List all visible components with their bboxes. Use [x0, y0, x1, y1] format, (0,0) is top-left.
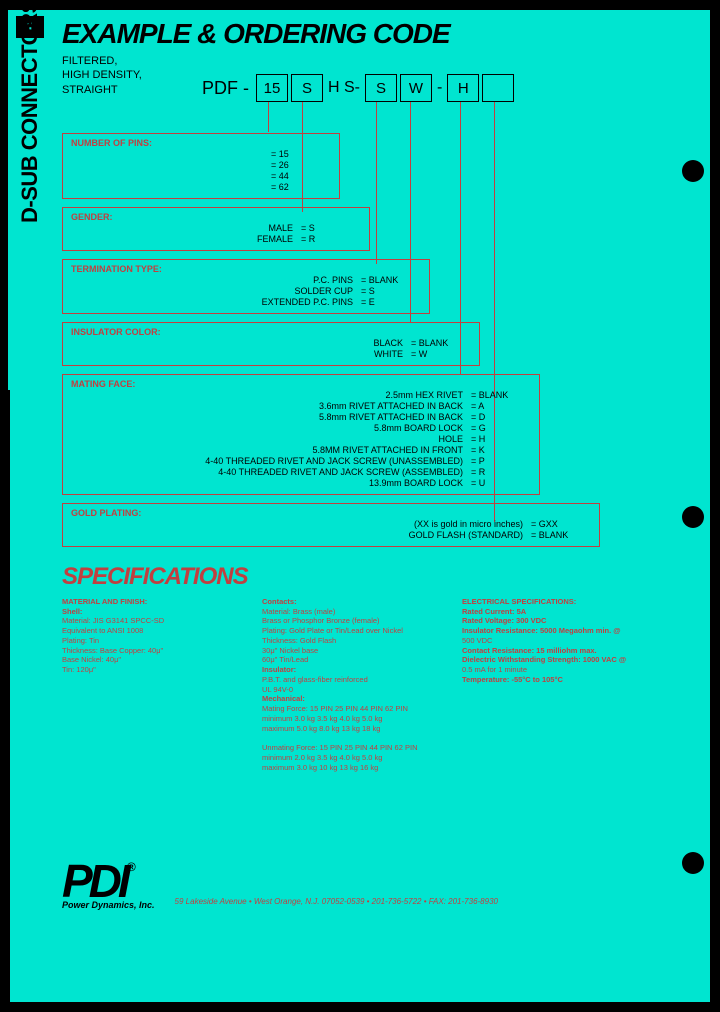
code-box-mating: H — [447, 74, 479, 102]
option-row: 5.8MM RIVET ATTACHED IN FRONT= K — [71, 445, 531, 455]
code-prefix: PDF - — [202, 78, 249, 99]
option-box-gold: GOLD PLATING:(XX is gold in micro inches… — [62, 503, 600, 547]
option-label: GENDER: — [71, 212, 361, 222]
binder-hole — [682, 160, 704, 182]
option-box-pins: NUMBER OF PINS:= 15= 26= 44= 62 — [62, 133, 340, 199]
option-row: FEMALE= R — [71, 234, 361, 244]
option-row: EXTENDED P.C. PINS= E — [71, 297, 421, 307]
option-box-mating: MATING FACE:2.5mm HEX RIVET= BLANK3.6mm … — [62, 374, 540, 495]
option-row: MALE= S — [71, 223, 361, 233]
option-row: 2.5mm HEX RIVET= BLANK — [71, 390, 531, 400]
footer: PDI® Power Dynamics, Inc. 59 Lakeside Av… — [62, 863, 652, 910]
option-row: = 62 — [71, 182, 331, 192]
ordering-code-row: PDF - 15 S H S- S W - H — [202, 74, 514, 102]
option-row: 13.9mm BOARD LOCK= U — [71, 478, 531, 488]
spec-col-material: MATERIAL AND FINISH: Shell: Material: JI… — [62, 597, 252, 773]
option-label: MATING FACE: — [71, 379, 531, 389]
side-tab: 1 D-SUB CONNECTORS — [8, 10, 54, 390]
option-row: = 26 — [71, 160, 331, 170]
option-row: = 15 — [71, 149, 331, 159]
code-dash: - — [437, 79, 442, 97]
option-row: = 44 — [71, 171, 331, 181]
spec-col-electrical: ELECTRICAL SPECIFICATIONS: Rated Current… — [462, 597, 652, 773]
option-label: TERMINATION TYPE: — [71, 264, 421, 274]
option-row: SOLDER CUP= S — [71, 286, 421, 296]
option-label: GOLD PLATING: — [71, 508, 591, 518]
option-label: INSULATOR COLOR: — [71, 327, 471, 337]
code-box-term: S — [365, 74, 397, 102]
option-row: BLACK= BLANK — [71, 338, 471, 348]
main-title: EXAMPLE & ORDERING CODE — [62, 18, 652, 50]
spec-title: SPECIFICATIONS — [62, 563, 652, 591]
code-box-insul: W — [400, 74, 432, 102]
option-row: 5.8mm RIVET ATTACHED IN BACK= D — [71, 412, 531, 422]
options-area: NUMBER OF PINS:= 15= 26= 44= 62GENDER:MA… — [62, 133, 652, 547]
option-row: WHITE= W — [71, 349, 471, 359]
option-label: NUMBER OF PINS: — [71, 138, 331, 148]
subtitle-line: FILTERED, — [62, 54, 652, 68]
option-row: 4-40 THREADED RIVET AND JACK SCREW (ASSE… — [71, 467, 531, 477]
binder-hole — [682, 852, 704, 874]
code-hs: H S- — [328, 79, 360, 97]
code-box-gender: S — [291, 74, 323, 102]
option-row: 4-40 THREADED RIVET AND JACK SCREW (UNAS… — [71, 456, 531, 466]
tab-label: D-SUB CONNECTORS — [17, 0, 43, 223]
address: 59 Lakeside Avenue • West Orange, N.J. 0… — [175, 897, 652, 910]
option-box-gender: GENDER:MALE= SFEMALE= R — [62, 207, 370, 251]
spec-col-contacts: Contacts: Material: Brass (male) Brass o… — [262, 597, 452, 773]
code-box-gold — [482, 74, 514, 102]
option-row: 3.6mm RIVET ATTACHED IN BACK= A — [71, 401, 531, 411]
option-box-insul: INSULATOR COLOR:BLACK= BLANKWHITE= W — [62, 322, 480, 366]
option-row: GOLD FLASH (STANDARD)= BLANK — [71, 530, 591, 540]
code-box-pins: 15 — [256, 74, 288, 102]
option-box-term: TERMINATION TYPE:P.C. PINS= BLANKSOLDER … — [62, 259, 430, 314]
option-row: P.C. PINS= BLANK — [71, 275, 421, 285]
logo: PDI® — [62, 863, 155, 900]
logo-block: PDI® Power Dynamics, Inc. — [62, 863, 155, 910]
connector-line — [268, 102, 269, 132]
spec-columns: MATERIAL AND FINISH: Shell: Material: JI… — [62, 597, 652, 773]
logo-subtitle: Power Dynamics, Inc. — [62, 900, 155, 910]
binder-hole — [682, 506, 704, 528]
option-row: (XX is gold in micro inches)= GXX — [71, 519, 591, 529]
option-row: HOLE= H — [71, 434, 531, 444]
option-row: 5.8mm BOARD LOCK= G — [71, 423, 531, 433]
